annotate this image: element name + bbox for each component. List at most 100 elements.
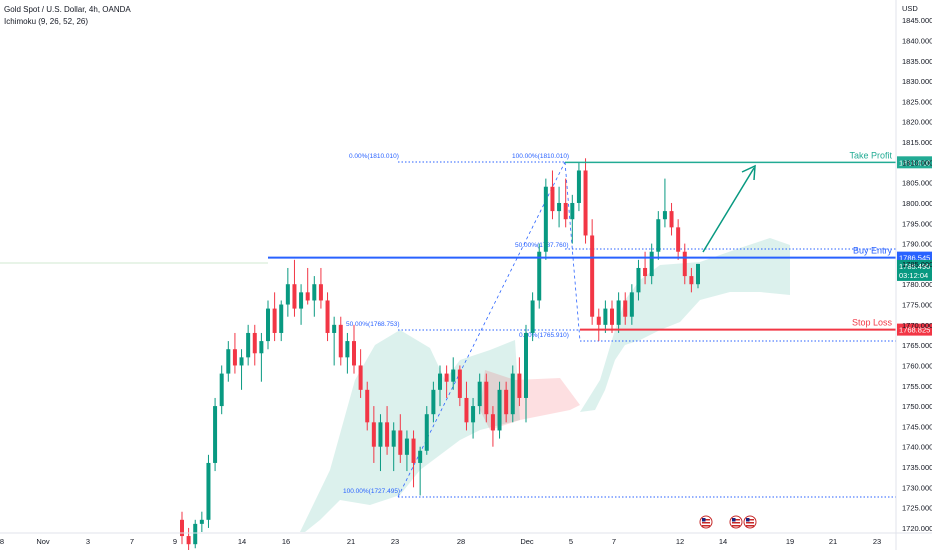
candle-body [616, 300, 621, 325]
x-tick-label: 14 [719, 537, 727, 546]
candle-body [457, 369, 462, 398]
candle-body [312, 284, 317, 301]
candle-body [279, 304, 284, 333]
candle-body [398, 430, 403, 455]
candle-body [510, 373, 515, 415]
candles [180, 158, 700, 550]
candle-body [603, 308, 608, 325]
us-flag-icon[interactable] [743, 515, 757, 529]
candle-body [696, 263, 700, 285]
candle-body [557, 202, 562, 212]
y-tick-label: 1745.000 [902, 422, 932, 431]
candle-body [418, 450, 423, 463]
flag-stripe [746, 519, 754, 521]
x-tick-label: 7 [612, 537, 616, 546]
cloud-green-1 [300, 330, 520, 532]
candle-body [259, 341, 264, 354]
x-tick-label: 16 [282, 537, 290, 546]
y-tick-label: 1785.000 [902, 260, 932, 269]
candle-body [206, 462, 211, 520]
candle-body [213, 406, 218, 463]
candle-body [464, 397, 469, 423]
us-flag-icon[interactable] [729, 515, 743, 529]
candle-body [669, 211, 674, 228]
candle-body [325, 300, 330, 333]
candle-body [537, 251, 542, 301]
candle-body [504, 389, 509, 415]
flag-canton [732, 518, 736, 522]
candle-body [424, 414, 429, 451]
candle-body [345, 341, 350, 358]
fib-label: 50.00%(1768.753) [346, 321, 400, 328]
candle-body [484, 381, 489, 415]
x-tick-label: 23 [873, 537, 881, 546]
x-tick-label: 7 [130, 537, 134, 546]
take-profit-price: 1810.010 [899, 158, 930, 167]
y-tick-label: 1790.000 [902, 240, 932, 249]
y-tick-label: 1795.000 [902, 219, 932, 228]
x-tick-label: 28 [457, 537, 465, 546]
candle-body [649, 251, 654, 277]
chart-legend: Gold Spot / U.S. Dollar, 4h, OANDA Ichim… [4, 4, 131, 28]
x-tick-label: 8 [0, 537, 4, 546]
candle-body [623, 300, 628, 317]
candle-body [266, 308, 270, 342]
y-tick-label: 1765.000 [902, 341, 932, 350]
y-tick-label: 1740.000 [902, 443, 932, 452]
candle-body [232, 349, 237, 366]
flag-stripe [746, 522, 754, 524]
candle-body [365, 389, 370, 423]
candle-body [477, 381, 482, 407]
candle-body [576, 170, 581, 203]
candle-body [596, 316, 601, 325]
candle-body [252, 332, 257, 354]
x-tick-label: 9 [173, 537, 177, 546]
countdown: 03:12:04 [899, 271, 928, 280]
x-tick-label: 21 [829, 537, 837, 546]
candle-body [193, 523, 198, 545]
price-axis: USD 1845.000 1840.000 1835.000 1830.000 1825.… [895, 0, 932, 550]
take-profit-price-tag [897, 156, 932, 169]
candle-body [451, 369, 456, 382]
x-tick-label: 12 [676, 537, 684, 546]
candle-body [590, 235, 595, 317]
candle-body [629, 292, 634, 317]
candle-body [226, 349, 231, 374]
candle-body [524, 332, 528, 398]
y-tick-label: 1780.000 [902, 280, 932, 289]
x-tick-label: Dec [520, 537, 534, 546]
stop-loss-price-tag [897, 323, 932, 336]
candle-body [497, 389, 502, 431]
candle-body [385, 422, 390, 447]
flag-stripe [702, 522, 710, 524]
candle-body [199, 519, 204, 524]
candle-body [391, 430, 396, 447]
y-tick-label: 1750.000 [902, 402, 932, 411]
candle-body [272, 308, 277, 333]
stop-loss-label: Stop Loss [852, 318, 893, 328]
flag-stripe [702, 525, 710, 527]
flag-stripe [732, 519, 740, 521]
indicator-label: Ichimoku (9, 26, 52, 26) [4, 17, 89, 26]
candle-body [689, 276, 694, 285]
us-flag-icon[interactable] [699, 515, 713, 529]
y-tick-label: 1735.000 [902, 463, 932, 472]
x-tick-label: 14 [238, 537, 246, 546]
event-flags [699, 515, 757, 529]
candle-body [583, 170, 588, 236]
flag-stripe [732, 525, 740, 527]
y-tick-label: 1730.000 [902, 483, 932, 492]
x-tick-label: 23 [391, 537, 399, 546]
cloud-green-2 [580, 238, 790, 412]
y-tick-label: 1775.000 [902, 301, 932, 310]
candle-body [186, 536, 191, 545]
candle-body [305, 292, 310, 301]
candle-body [530, 300, 535, 333]
fib-label: 100.00%(1810.010) [512, 153, 569, 160]
fib-label: 50.00%(1787.760) [515, 242, 569, 249]
projection-arrow [702, 167, 755, 253]
x-tick-label: 19 [786, 537, 794, 546]
buy-entry-price: 1786.545 [899, 254, 930, 263]
